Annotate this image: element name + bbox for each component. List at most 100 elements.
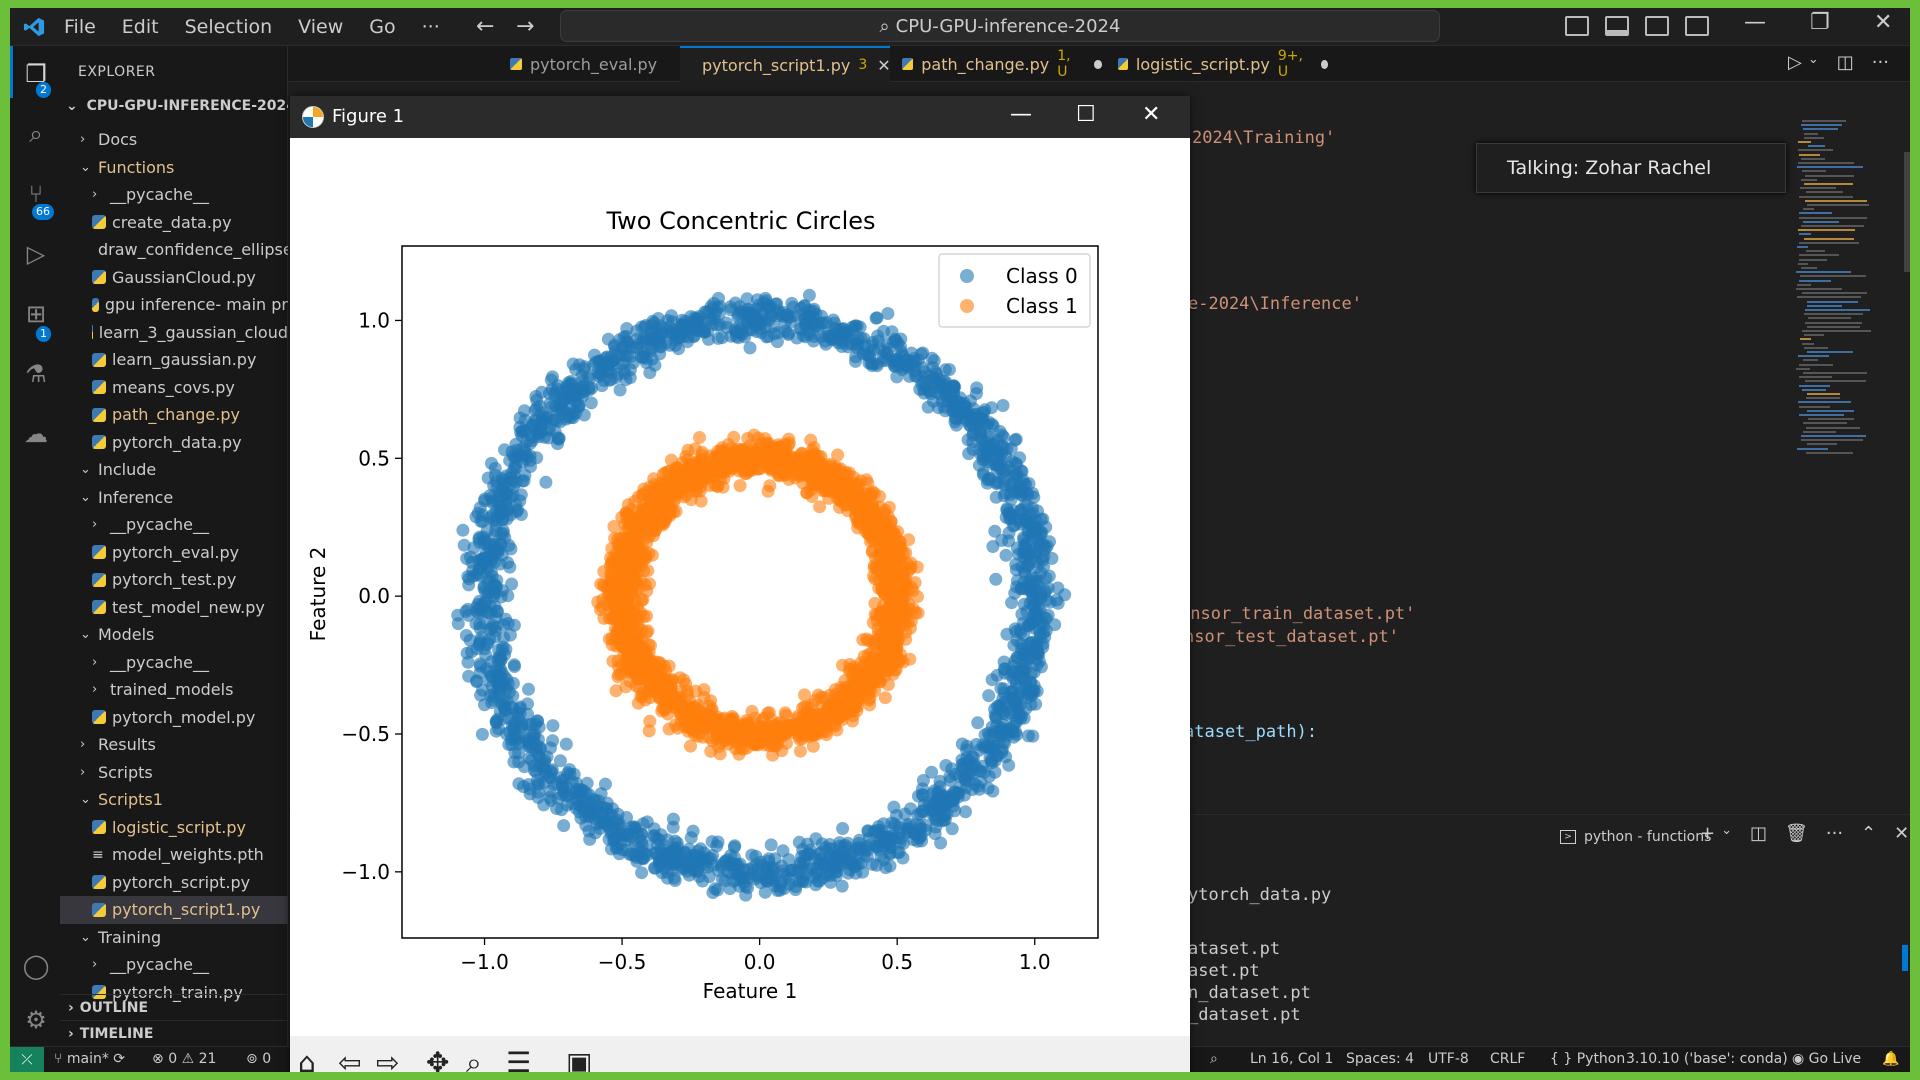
tree-item[interactable]: path_change.py [60,401,288,429]
new-terminal-icon[interactable]: + [1700,823,1716,844]
tab-logistic-script[interactable]: logistic_script.py 9+, U [1118,46,1328,82]
workspace-root[interactable]: ⌄ CPU-GPU-INFERENCE-2024 [66,98,296,114]
terminal-scrollbar[interactable] [1902,945,1908,971]
tree-item[interactable]: › trained_models [60,676,288,704]
tree-item[interactable]: logistic_script.py [60,814,288,842]
split-terminal-icon[interactable]: ◫ [1750,823,1768,844]
minimize-icon[interactable]: — [1744,10,1766,35]
forward-arrow-icon[interactable]: → [516,14,535,39]
tree-item[interactable]: learn_gaussian.py [60,346,288,374]
tree-item[interactable]: › Scripts [60,759,288,787]
tree-item[interactable]: ⌄ Models [60,621,288,649]
unsaved-dot-icon[interactable] [1320,59,1328,69]
tree-item[interactable]: draw_confidence_ellipse [60,236,288,264]
chevron-down-icon[interactable]: ⌄ [1807,52,1819,67]
explorer-icon[interactable]: ❐ [25,60,47,88]
back-arrow-icon[interactable]: ⇦ [338,1046,362,1072]
docker-icon[interactable]: ☁ [24,420,48,448]
trash-icon[interactable]: 🗑 [1785,823,1808,844]
toggle-secondary-sidebar-icon[interactable] [1645,16,1669,36]
indentation[interactable]: Spaces: 4 [1346,1051,1415,1067]
tree-item[interactable]: pytorch_data.py [60,429,288,457]
back-arrow-icon[interactable]: ← [476,14,495,39]
configure-icon[interactable]: ☰ [506,1046,532,1072]
tree-item[interactable]: ⌄ Include [60,456,288,484]
remote-indicator-icon[interactable]: ⤫ [10,1047,44,1072]
unsaved-dot-icon[interactable] [1093,59,1102,69]
tree-item[interactable]: learn_3_gaussian_cloud [60,319,288,347]
ports-indicator[interactable]: ⊚ 0 [246,1051,271,1067]
tree-item[interactable]: test_model_new.py [60,594,288,622]
tab-path-change[interactable]: path_change.py 1, U [902,46,1102,82]
tree-item[interactable]: pytorch_train.py [60,979,288,1007]
split-editor-icon[interactable]: ◫ [1836,52,1854,73]
customize-layout-icon[interactable] [1685,16,1709,36]
tree-item[interactable]: › __pycache__ [60,181,288,209]
command-center-search[interactable]: ⌕ CPU-GPU-inference-2024 [560,10,1440,42]
tree-item[interactable]: › __pycache__ [60,649,288,677]
tree-item[interactable]: ⌄ Functions [60,154,288,182]
cursor-position[interactable]: Ln 16, Col 1 [1250,1051,1334,1067]
menu-more[interactable]: ··· [421,16,440,38]
save-icon[interactable]: ▣ [566,1046,593,1072]
account-icon[interactable]: ◯ [22,952,50,980]
figure-close-icon[interactable]: ✕ [1142,102,1161,127]
tree-item[interactable]: pytorch_eval.py [60,539,288,567]
testing-icon[interactable]: ⚗ [25,360,47,388]
menu-selection[interactable]: Selection [184,16,273,38]
tree-item[interactable]: ⌄ Scripts1 [60,786,288,814]
tree-item[interactable]: GaussianCloud.py [60,264,288,292]
menu-file[interactable]: File [64,16,96,38]
tree-item[interactable]: › Results [60,731,288,759]
tree-item[interactable]: › __pycache__ [60,951,288,979]
tree-item[interactable]: create_data.py [60,209,288,237]
forward-arrow-icon[interactable]: ⇨ [376,1046,400,1072]
run-python-file-icon[interactable]: ▷ [1788,52,1802,73]
python-interpreter[interactable]: 3.10.10 ('base': conda) [1626,1051,1788,1067]
menu-edit[interactable]: Edit [121,16,159,38]
close-icon[interactable]: ✕ [1874,10,1893,35]
notifications-bell-icon[interactable]: 🔔 [1882,1051,1900,1067]
encoding[interactable]: UTF-8 [1428,1051,1469,1067]
tree-item[interactable]: pytorch_script.py [60,869,288,897]
tree-item[interactable]: pytorch_test.py [60,566,288,594]
toggle-panel-icon[interactable] [1605,16,1629,36]
scatter-chart[interactable]: Two Concentric Circles −1.0 −0.5 0.0 0.5 1.0… [290,138,1190,1018]
toggle-primary-sidebar-icon[interactable] [1565,16,1589,36]
restore-icon[interactable]: ❐ [1810,10,1830,35]
tree-item[interactable]: means_covs.py [60,374,288,402]
chevron-down-icon[interactable]: ⌄ [1721,823,1732,838]
run-debug-icon[interactable]: ▷ [26,240,46,268]
language-mode[interactable]: { } Python [1550,1051,1626,1067]
tree-item[interactable]: gpu inference- main pr [60,291,288,319]
tab-pytorch-script1[interactable]: pytorch_script1.py 3 ✕ [680,46,891,82]
outline-section[interactable]: › OUTLINE [60,994,288,1020]
menu-view[interactable]: View [298,16,344,38]
zoom-icon[interactable]: ⌕ [1210,1051,1218,1067]
zoom-icon[interactable]: ⌕ [466,1046,482,1072]
timeline-section[interactable]: › TIMELINE [60,1020,288,1046]
more-actions-icon[interactable]: ··· [1825,823,1844,844]
tree-item[interactable]: ⌄ Inference [60,484,288,512]
menu-go[interactable]: Go [369,16,396,38]
search-icon[interactable]: ⌕ [29,120,43,148]
go-live-button[interactable]: ◉ Go Live [1792,1051,1861,1067]
figure-maximize-icon[interactable]: ☐ [1076,102,1096,127]
editor-scrollbar[interactable] [1904,152,1910,272]
terminal-title[interactable]: > python - functions [1560,829,1711,845]
close-panel-icon[interactable]: ✕ [1894,823,1910,844]
branch-indicator[interactable]: ⑂ main* ⟳ [54,1051,125,1067]
tab-pytorch-eval[interactable]: pytorch_eval.py [510,46,660,82]
extensions-icon[interactable]: ⊞ [25,300,47,328]
more-actions-icon[interactable]: ··· [1871,52,1889,73]
close-tab-icon[interactable]: ✕ [877,55,891,75]
tree-item[interactable]: pytorch_script1.py [60,896,288,924]
maximize-panel-icon[interactable]: ⌃ [1861,823,1877,844]
tree-item[interactable]: › __pycache__ [60,511,288,539]
source-control-icon[interactable]: ⑂ [28,180,44,208]
manage-gear-icon[interactable]: ⚙ [25,1006,47,1034]
minimap[interactable] [1796,120,1910,460]
tree-item[interactable]: ⌄ Training [60,924,288,952]
figure-minimize-icon[interactable]: — [1010,102,1032,127]
problems-indicator[interactable]: ⊗ 0 ⚠ 21 [152,1051,216,1067]
